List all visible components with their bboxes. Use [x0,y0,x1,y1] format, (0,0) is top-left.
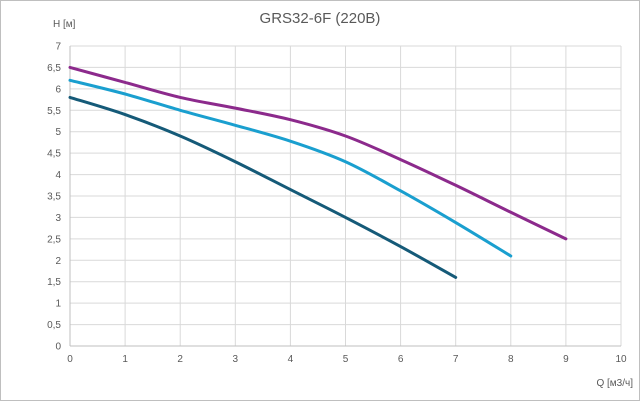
y-tick-label: 7 [55,42,61,53]
series-lines [68,65,568,279]
x-tick-label: 10 [615,354,627,365]
grid-lines [70,45,622,346]
y-tick-label: 2 [55,256,61,267]
y-tick-label: 3 [55,213,61,224]
y-tick-label: 4 [55,170,61,181]
series-line-3 [68,95,458,279]
y-tick-label: 5,5 [47,106,61,117]
y-tick-label: 0,5 [47,320,61,331]
x-axis-label: Q [м3/ч] [596,378,633,389]
y-tick-label: 6,5 [47,63,61,74]
y-tick-label: 2,5 [47,234,61,245]
y-tick-label: 3,5 [47,192,61,203]
y-tick-label: 0 [55,342,61,353]
x-tick-label: 3 [233,354,239,365]
series-line-1 [68,65,568,241]
x-tick-label: 8 [508,354,514,365]
x-tick-label: 6 [398,354,404,365]
x-tick-label: 7 [453,354,459,365]
x-tick-label: 1 [122,354,128,365]
y-tick-label: 4,5 [47,149,61,160]
y-tick-label: 6 [55,84,61,95]
x-tick-label: 4 [288,354,294,365]
x-tick-label: 2 [177,354,183,365]
series-line-2 [68,78,513,258]
y-axis-label: H [м] [53,19,76,30]
y-tick-label: 1,5 [47,277,61,288]
x-tick-label: 0 [67,354,73,365]
tick-labels: 0 1 2 3 4 5 6 7 8 9 10 0 0,5 1 1,5 2 2,5 3 3,5 4 4,5 5 5,5 6 6,5… [47,42,627,366]
x-tick-label: 5 [343,354,349,365]
y-tick-label: 5 [55,127,61,138]
chart-title: GRS32-6F (220В) [259,10,381,27]
y-tick-label: 1 [55,299,61,310]
x-tick-label: 9 [563,354,569,365]
